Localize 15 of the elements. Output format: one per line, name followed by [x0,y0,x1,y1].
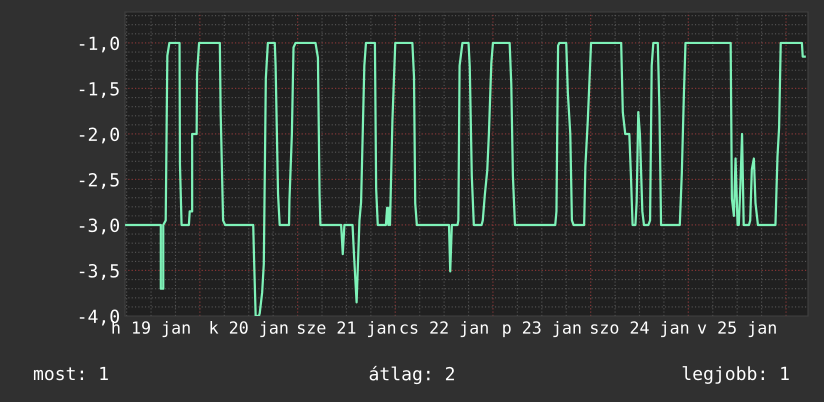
y-tick-label: -2,5 [80,172,119,189]
text: legjobb: 1 [682,366,789,384]
text: átlag: 2 [370,366,454,384]
x-tick-label: szo 24 jan [591,320,688,338]
y-tick-label: -1,5 [80,82,119,98]
x-tick-label: v 25 jan [698,320,776,338]
x-tick-label: sze 21 jan [298,320,396,338]
y-tick-label: -3,5 [80,264,119,280]
x-tick-label: k 20 jan [210,320,288,338]
y-tick-label: -2,0 [80,127,119,144]
x-tick-label: cs 22 jan [400,320,488,338]
x-tick-label: p 23 jan [503,320,580,338]
y-tick-label: -3,0 [80,218,119,234]
y-tick-label: -1,0 [80,36,119,52]
text: most: 1 [34,366,108,380]
